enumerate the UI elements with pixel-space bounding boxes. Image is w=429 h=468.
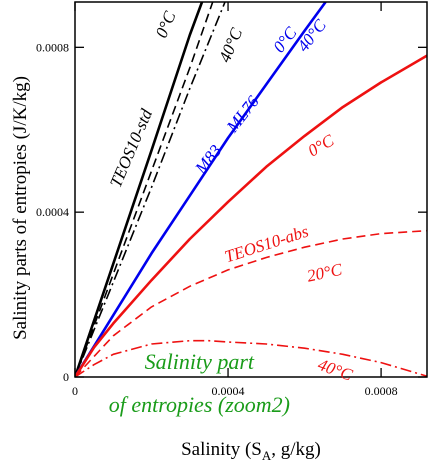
series-line-blue-ml76-m83	[75, 2, 327, 377]
plot-area: 0 0.0004 0.000800.00040.0008TEOS10-std0°C4…	[36, 1, 428, 417]
label-teos10-abs: TEOS10-abs	[222, 221, 311, 266]
label-black-0c: 0°C	[152, 8, 180, 41]
series-line-teos10-std-0c	[75, 2, 204, 377]
label-red-40c: 40°C	[315, 355, 355, 385]
label-black-40c: 40°C	[215, 25, 246, 65]
x-tick-label: 0.0004	[212, 384, 245, 398]
x-tick-label: 0.0008	[365, 384, 398, 398]
series-line-black-dashdot-40c	[75, 2, 226, 377]
y-axis-label: Salinity parts of entropies (J/K/kg)	[10, 76, 31, 340]
x-axis-label: Salinity (SA, g/kg)	[181, 439, 321, 463]
series-line-red-0c	[75, 54, 427, 377]
series-line-red-20c	[75, 229, 427, 377]
label-blue-40c: 40°C	[293, 15, 330, 55]
y-tick-label: 0.0008	[36, 40, 69, 54]
series-group	[75, 2, 427, 377]
y-tick-label: 0	[63, 370, 69, 384]
series-line-black-dashed	[75, 2, 214, 377]
x-tick-label: 0	[72, 384, 78, 398]
plot-frame	[74, 1, 428, 378]
label-m83: M83	[191, 141, 226, 178]
y-tick-label: 0.0004	[36, 205, 69, 219]
series-line-red-40c	[75, 339, 427, 377]
y-axis-title: Salinity parts of entropies (J/K/kg)	[10, 76, 31, 340]
label-red-0c: 0°C	[305, 130, 338, 160]
label-zoom-line2: of entropies (zoom2)	[109, 392, 290, 417]
label-red-20c: 20°C	[305, 260, 344, 286]
label-zoom-line1: Salinity part	[145, 349, 255, 374]
